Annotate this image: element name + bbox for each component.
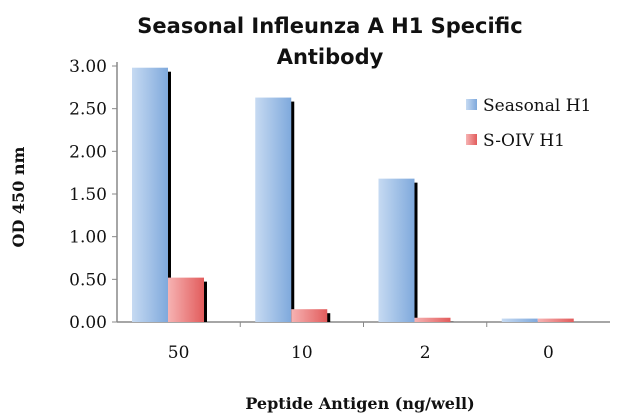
x-tick-label: 10	[291, 343, 313, 363]
bar-seasonal-h1-50	[132, 67, 168, 322]
y-axis-label: OD 450 nm	[9, 146, 28, 247]
y-tick-label: 3.00	[69, 57, 107, 77]
bars	[132, 67, 574, 322]
x-tick-label: 50	[168, 343, 190, 363]
legend: Seasonal H1 S-OIV H1	[466, 96, 591, 151]
y-ticks: 0.00 0.50 1.00 1.50 2.00 2.50 3.00	[69, 57, 117, 333]
legend-swatch	[466, 134, 477, 145]
y-tick-label: 2.00	[69, 142, 107, 162]
bar-seasonal-h1-2	[378, 178, 415, 322]
y-tick-label: 2.50	[69, 100, 107, 120]
y-tick-label: 0.50	[69, 270, 107, 290]
y-tick-label: 1.00	[69, 228, 107, 248]
x-axis-label: Peptide Antigen (ng/well)	[245, 394, 474, 413]
chart-title-line-1: Seasonal Infleunza A H1 Specific	[137, 14, 522, 38]
x-tick-label: 0	[543, 343, 554, 363]
legend-entry: S-OIV H1	[483, 131, 565, 151]
legend-swatch	[466, 99, 477, 110]
legend-entry: Seasonal H1	[483, 96, 591, 116]
bar-s-oiv-h1-10	[291, 309, 328, 322]
bar-seasonal-h1-0	[501, 318, 538, 322]
x-tick-label: 2	[420, 343, 431, 363]
y-tick-label: 1.50	[69, 185, 107, 205]
bar-s-oiv-h1-2	[414, 317, 451, 322]
bar-seasonal-h1-10	[255, 97, 292, 322]
bar-s-oiv-h1-50	[168, 277, 204, 322]
y-tick-label: 0.00	[69, 313, 107, 333]
chart-title: Seasonal Infleunza A H1 Specific Antibod…	[137, 14, 522, 69]
bar-s-oiv-h1-0	[537, 318, 574, 322]
chart-title-line-2: Antibody	[277, 45, 384, 69]
x-ticks: 50 10 2 0	[168, 322, 554, 363]
